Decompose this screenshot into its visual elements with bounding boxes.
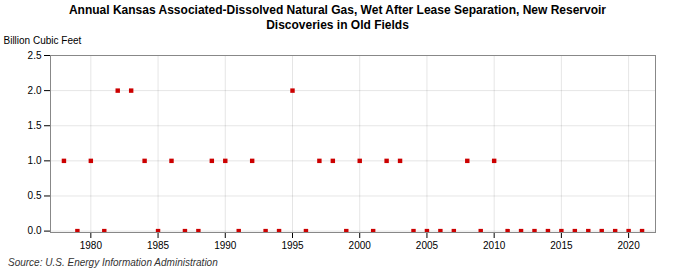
svg-text:1985: 1985 (147, 240, 170, 251)
svg-text:1.5: 1.5 (28, 120, 42, 131)
html-text:Annual Kansas Associated-Disso: Annual Kansas Associated-Dissolved Natur… (69, 3, 606, 32)
svg-text:0.0: 0.0 (28, 225, 42, 236)
svg-text:1995: 1995 (281, 240, 304, 251)
svg-text:1980: 1980 (80, 240, 103, 251)
svg-text:0.5: 0.5 (28, 190, 42, 201)
svg-text:2000: 2000 (349, 240, 372, 251)
svg-text:2015: 2015 (550, 240, 573, 251)
svg-text:2010: 2010 (483, 240, 506, 251)
svg-text:1.0: 1.0 (28, 155, 42, 166)
svg-text:1990: 1990 (214, 240, 237, 251)
svg-text:2020: 2020 (617, 240, 640, 251)
html-text:Source: U.S. Energy Informatio: Source: U.S. Energy Information Administ… (8, 257, 218, 268)
svg-text:2005: 2005 (416, 240, 439, 251)
svg-text:2.0: 2.0 (28, 85, 42, 96)
svg-text:Billion Cubic Feet: Billion Cubic Feet (4, 35, 82, 46)
svg-text:2.5: 2.5 (28, 50, 42, 61)
